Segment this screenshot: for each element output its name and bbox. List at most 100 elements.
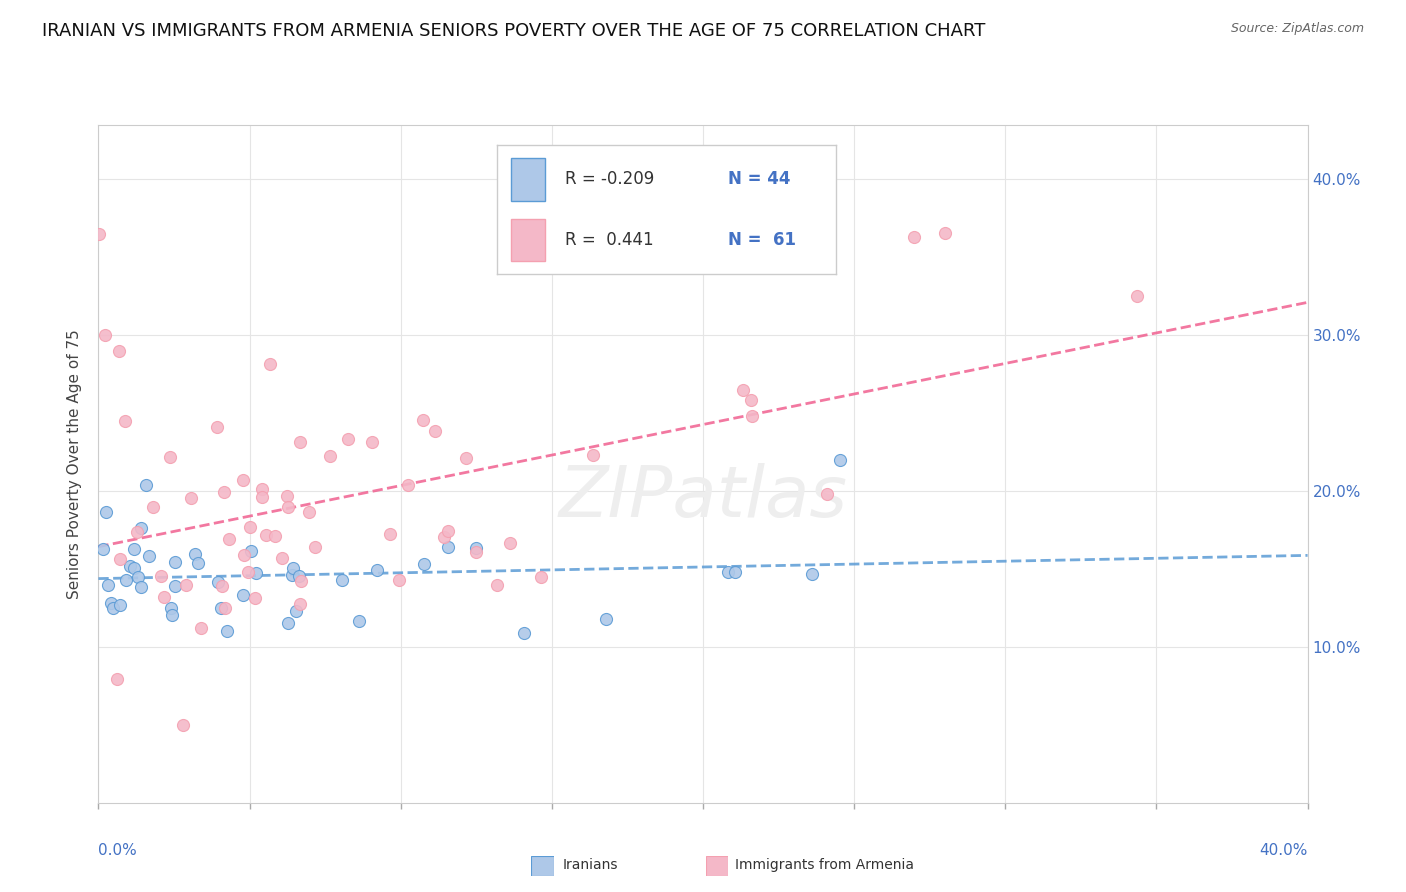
Point (717, 565, 740, 579)
Point (240, 543, 263, 558)
Point (724, 566, 747, 580)
Point (138, 549, 160, 564)
Point (287, 568, 309, 582)
Point (731, 383, 754, 397)
Point (288, 598, 311, 612)
Point (454, 451, 477, 466)
Point (232, 588, 254, 602)
Point (582, 448, 605, 462)
Point (160, 608, 183, 623)
Point (277, 500, 299, 514)
Point (159, 450, 181, 465)
Point (120, 558, 142, 573)
Point (264, 529, 287, 543)
Point (214, 600, 236, 615)
Point (165, 555, 187, 569)
Point (101, 600, 124, 615)
Point (378, 527, 401, 541)
Point (165, 579, 187, 593)
Point (108, 552, 131, 566)
Point (412, 558, 434, 572)
Point (107, 343, 129, 358)
Point (108, 599, 131, 613)
Point (499, 536, 522, 550)
Point (135, 477, 157, 491)
Point (388, 573, 411, 587)
Point (250, 482, 273, 496)
Point (288, 434, 311, 449)
Point (828, 453, 851, 467)
Point (217, 624, 239, 639)
Point (233, 548, 256, 562)
Point (298, 504, 321, 518)
Text: Source: ZipAtlas.com: Source: ZipAtlas.com (1230, 22, 1364, 36)
Point (330, 573, 353, 587)
Point (285, 604, 308, 618)
Point (124, 561, 146, 575)
Point (1125, 288, 1147, 302)
Point (259, 357, 281, 371)
Point (94, 328, 117, 343)
Point (129, 521, 152, 535)
Point (115, 573, 138, 587)
Point (211, 579, 233, 593)
Point (91, 541, 114, 556)
Point (172, 718, 194, 732)
Text: Immigrants from Armenia: Immigrants from Armenia (735, 858, 914, 872)
Point (124, 542, 146, 557)
Point (433, 530, 456, 544)
Point (152, 590, 174, 604)
Point (280, 567, 302, 582)
Point (252, 490, 274, 504)
Point (190, 621, 212, 635)
Text: IRANIAN VS IMMIGRANTS FROM ARMENIA SENIORS POVERTY OVER THE AGE OF 75 CORRELATIO: IRANIAN VS IMMIGRANTS FROM ARMENIA SENIO… (42, 22, 986, 40)
Point (245, 566, 267, 580)
Point (87, 227, 110, 241)
Point (207, 574, 229, 589)
Point (934, 226, 956, 240)
Point (160, 600, 183, 615)
Point (290, 574, 312, 588)
Point (271, 550, 294, 565)
Point (205, 420, 228, 434)
Point (437, 524, 460, 539)
Point (318, 450, 340, 464)
Y-axis label: Seniors Poverty Over the Age of 75: Seniors Poverty Over the Age of 75 (67, 329, 83, 599)
Point (245, 591, 267, 606)
Point (239, 520, 262, 534)
Point (595, 612, 617, 626)
Point (800, 566, 823, 581)
Point (149, 569, 172, 583)
Point (129, 580, 152, 594)
Point (218, 533, 240, 547)
Text: 0.0%: 0.0% (98, 844, 138, 858)
Point (114, 414, 136, 428)
Point (176, 578, 198, 592)
Point (187, 556, 209, 570)
Point (127, 570, 149, 584)
Point (347, 615, 370, 629)
Point (513, 625, 536, 640)
Point (214, 484, 236, 499)
Point (396, 478, 419, 492)
Text: 40.0%: 40.0% (1260, 844, 1308, 858)
Point (276, 489, 298, 503)
Point (437, 540, 460, 554)
Point (277, 616, 299, 631)
Point (142, 500, 165, 514)
Point (127, 524, 149, 539)
Point (815, 487, 838, 501)
Point (105, 672, 128, 686)
Text: Iranians: Iranians (562, 858, 617, 872)
Point (903, 230, 925, 244)
Point (465, 541, 488, 556)
Point (97, 578, 120, 592)
Point (485, 577, 508, 591)
Point (94, 505, 117, 519)
Point (100, 596, 122, 610)
Point (337, 432, 360, 446)
Point (281, 560, 304, 574)
Point (366, 563, 388, 577)
Point (412, 413, 434, 427)
Point (465, 545, 488, 559)
